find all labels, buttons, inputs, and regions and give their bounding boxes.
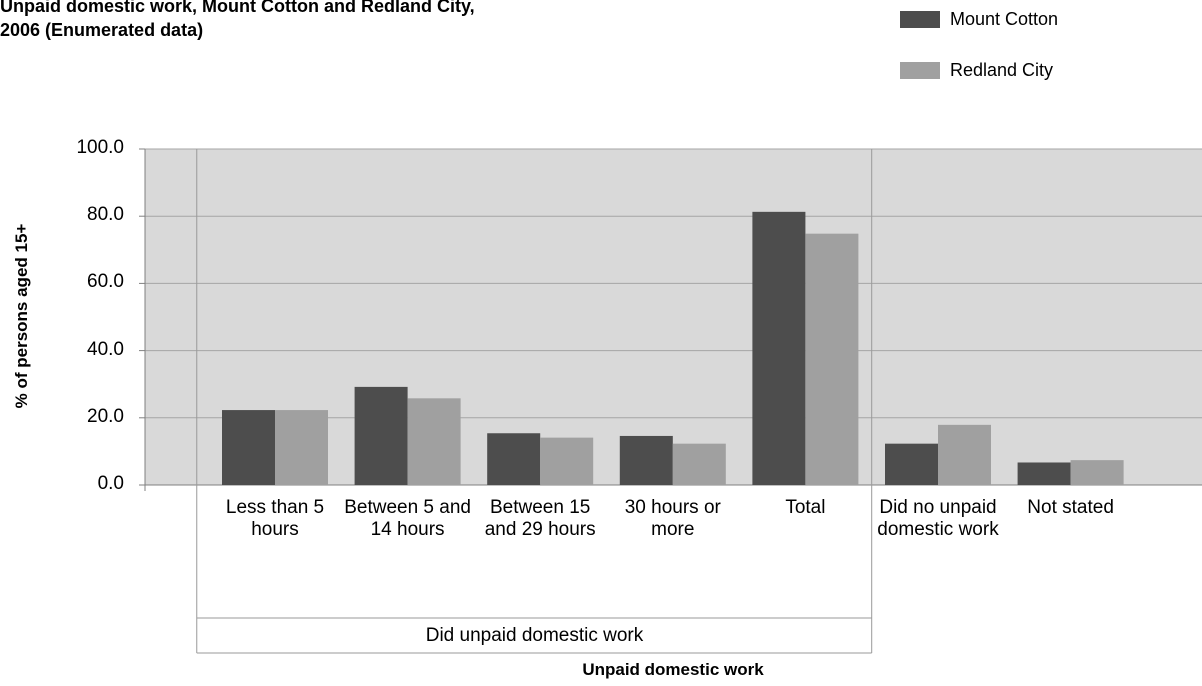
bar [354, 386, 408, 485]
bar [805, 233, 859, 485]
y-tick-label: 80.0 [87, 204, 124, 226]
x-tick-label: 30 hours or more [624, 497, 721, 540]
bar [752, 211, 806, 485]
y-tick-label: 60.0 [87, 271, 124, 293]
legend-swatch [900, 11, 940, 28]
x-tick-label: Less than 5 hours [225, 497, 325, 540]
bar [540, 437, 594, 485]
bar [885, 443, 938, 485]
x-tick-label: Total [785, 497, 826, 518]
bar [407, 398, 461, 485]
chart-title: 2006 (Enumerated data) [0, 20, 204, 40]
legend-label: Mount Cotton [950, 9, 1059, 29]
bar [487, 433, 541, 485]
y-tick-label: 100.0 [76, 137, 124, 158]
bar [222, 410, 275, 485]
x-tick-label: Between 15 and 29 hours [484, 497, 596, 540]
y-tick-label: 20.0 [87, 405, 124, 427]
y-tick-label: 0.0 [97, 473, 124, 494]
legend-label: Redland City [950, 60, 1054, 80]
y-axis-label: % of persons aged 15+ [12, 223, 31, 409]
bar [672, 443, 726, 485]
bar [1017, 462, 1071, 485]
bar [1070, 460, 1124, 485]
bar [619, 435, 673, 485]
bar [275, 410, 328, 485]
group-label: Did unpaid domestic work [425, 625, 644, 646]
x-axis-label: Unpaid domestic work [582, 660, 764, 679]
legend-swatch [900, 62, 940, 79]
x-tick-label: Did no unpaid domestic work [877, 497, 999, 540]
bar [938, 424, 991, 485]
x-tick-label: Between 5 and 14 hours [344, 497, 471, 540]
chart-title: Unpaid domestic work, Mount Cotton and R… [0, 0, 475, 16]
y-tick-label: 40.0 [87, 338, 124, 360]
x-tick-label: Not stated [1027, 497, 1114, 518]
